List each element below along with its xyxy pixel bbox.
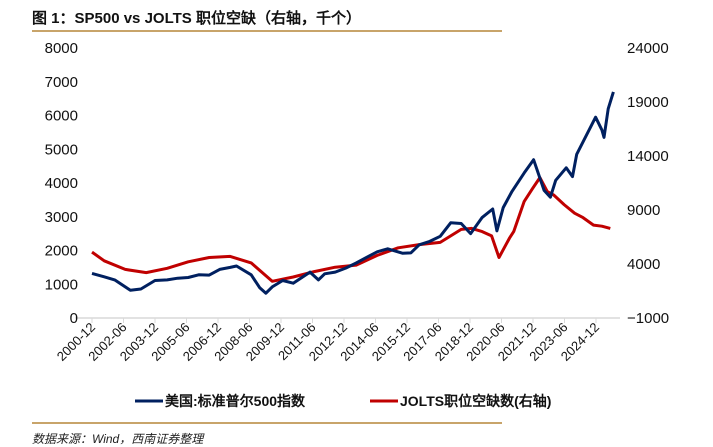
y-right-tick-label: −1000 (627, 310, 669, 327)
y-left-tick-label: 2000 (45, 243, 78, 260)
legend-label: JOLTS职位空缺数(右轴) (400, 393, 551, 409)
series-line-jolts (91, 176, 611, 283)
y-right-tick-label: 24000 (627, 40, 669, 57)
y-left-tick-label: 5000 (45, 141, 78, 158)
y-right-tick-label: 9000 (627, 202, 660, 219)
top-rule (32, 30, 502, 32)
y-left-tick-label: 4000 (45, 175, 78, 192)
y-left-tick-label: 7000 (45, 74, 78, 91)
y-left-tick-label: 0 (70, 310, 78, 327)
y-left-tick-label: 8000 (45, 40, 78, 57)
y-left-tick-label: 3000 (45, 209, 78, 226)
bottom-rule (32, 422, 502, 424)
y-left-tick-label: 6000 (45, 108, 78, 125)
source-note: 数据来源：Wind，西南证券整理 (32, 432, 204, 446)
y-left-tick-label: 1000 (45, 276, 78, 293)
y-right-tick-label: 19000 (627, 94, 669, 111)
legend-label: 美国:标准普尔500指数 (165, 393, 306, 409)
y-right-tick-label: 4000 (627, 256, 660, 273)
y-right-tick-label: 14000 (627, 148, 669, 165)
series-line-sp500 (91, 91, 615, 295)
figure-title: 图 1：SP500 vs JOLTS 职位空缺（右轴，千个） (32, 10, 361, 27)
